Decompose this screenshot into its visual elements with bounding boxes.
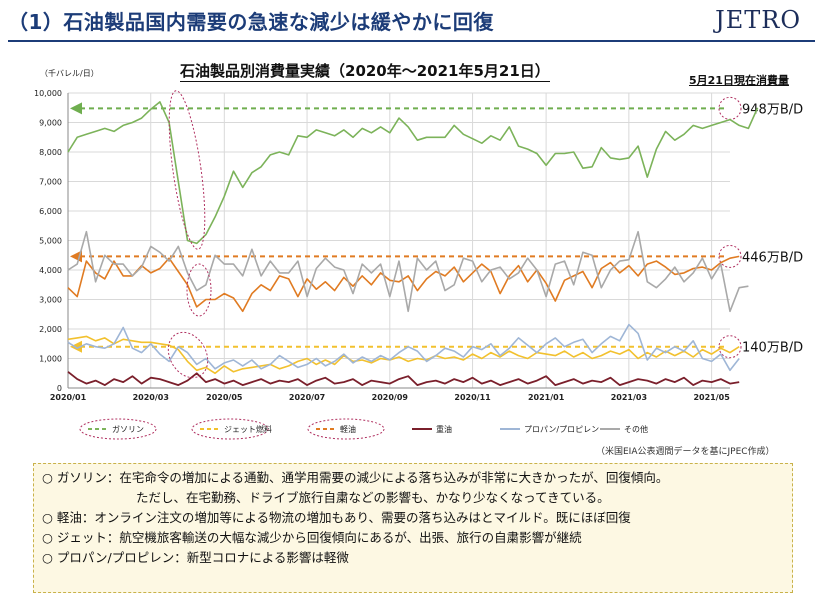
series-line (67, 255, 740, 313)
y-tick-label: 10,000 (34, 89, 62, 98)
series-line (67, 335, 740, 375)
title-divider (8, 40, 815, 42)
y-tick-label: 8,000 (39, 148, 62, 157)
x-tick-label: 2020/05 (206, 393, 243, 402)
note-jet: ○ ジェット：航空機旅客輸送の大幅な減少から回復傾向にあるが、出張、旅行の自粛影… (42, 530, 582, 545)
current-value-circle (718, 335, 742, 359)
x-tick-label: 2021/05 (693, 393, 730, 402)
legend-highlight (307, 418, 385, 440)
series-line (67, 230, 749, 313)
y-tick-label: 2,000 (39, 325, 62, 334)
y-tick-label: 6,000 (39, 207, 62, 216)
series-line (67, 101, 759, 245)
legend-highlight (79, 418, 157, 440)
y-tick-label: 0 (57, 384, 62, 393)
y-tick-label: 9,000 (39, 119, 62, 128)
source-note: （米国EIA公表週間データを基にJPEC作成） (596, 447, 775, 457)
y-tick-label: 7,000 (39, 178, 62, 187)
highlight-gasoline-drop (168, 90, 206, 250)
y-tick-label: 1,000 (39, 355, 62, 364)
y-tick-label: 3,000 (39, 296, 62, 305)
legend-label: プロパン/プロピレン (524, 425, 599, 434)
note-diesel: ○ 軽油：オンライン注文の増加等による物流の増加もあり、需要の落ち込みはとマイル… (42, 510, 631, 525)
as-of-label: 5月21日現在消費量 (689, 74, 789, 87)
callout-label: 140万B/D (742, 341, 803, 356)
jetro-logo: JETRO (715, 6, 801, 34)
current-value-circle (718, 244, 742, 268)
highlight-jet-drop (167, 331, 209, 379)
page-title: （1）石油製品国内需要の急速な減少は緩やかに回復 (8, 10, 494, 34)
y-axis-unit: （千バレル/日） (40, 69, 99, 78)
series-line (67, 323, 740, 372)
x-tick-label: 2020/11 (454, 393, 491, 402)
x-tick-label: 2020/03 (133, 393, 169, 402)
highlight-diesel-drop (186, 263, 212, 317)
legend-label: 重油 (436, 424, 452, 434)
legend-label: ジェット燃料 (224, 424, 272, 434)
note-gasoline-detail: ただし、在宅勤務、ドライブ旅行自粛などの影響も、かなり少なくなってきている。 (136, 490, 610, 505)
legend-highlight (191, 418, 269, 440)
legend-label: 軽油 (340, 424, 356, 434)
legend-label: その他 (624, 424, 648, 434)
x-tick-label: 2020/09 (372, 393, 409, 402)
callout-label: 446万B/D (742, 250, 803, 265)
consumption-line-chart: 0 1,000 2,000 3,000 4,000 5,000 6,000 7,000 8,00… (34, 89, 803, 440)
x-tick-label: 2020/01 (50, 393, 87, 402)
series-line (67, 371, 740, 387)
note-propane: ○ プロパン/プロピレン：新型コロナによる影響は軽微 (42, 550, 349, 565)
chart-title: 石油製品別消費量実績（2020年～2021年5月21日） (180, 62, 550, 82)
notes-box: ○ ガソリン：在宅命令の増加による通勤、通学用需要の減少による落ち込みが非常に大… (33, 463, 793, 593)
x-tick-label: 2020/07 (289, 393, 325, 402)
x-tick-label: 2021/01 (528, 393, 565, 402)
y-tick-label: 5,000 (39, 237, 62, 246)
callout-label: 948万B/D (742, 102, 803, 117)
note-gasoline: ○ ガソリン：在宅命令の増加による通勤、通学用需要の減少による落ち込みが非常に大… (42, 470, 669, 485)
x-tick-label: 2021/03 (611, 393, 647, 402)
reference-arrow (70, 102, 82, 115)
legend-label: ガソリン (112, 424, 144, 434)
y-tick-label: 4,000 (39, 266, 62, 275)
